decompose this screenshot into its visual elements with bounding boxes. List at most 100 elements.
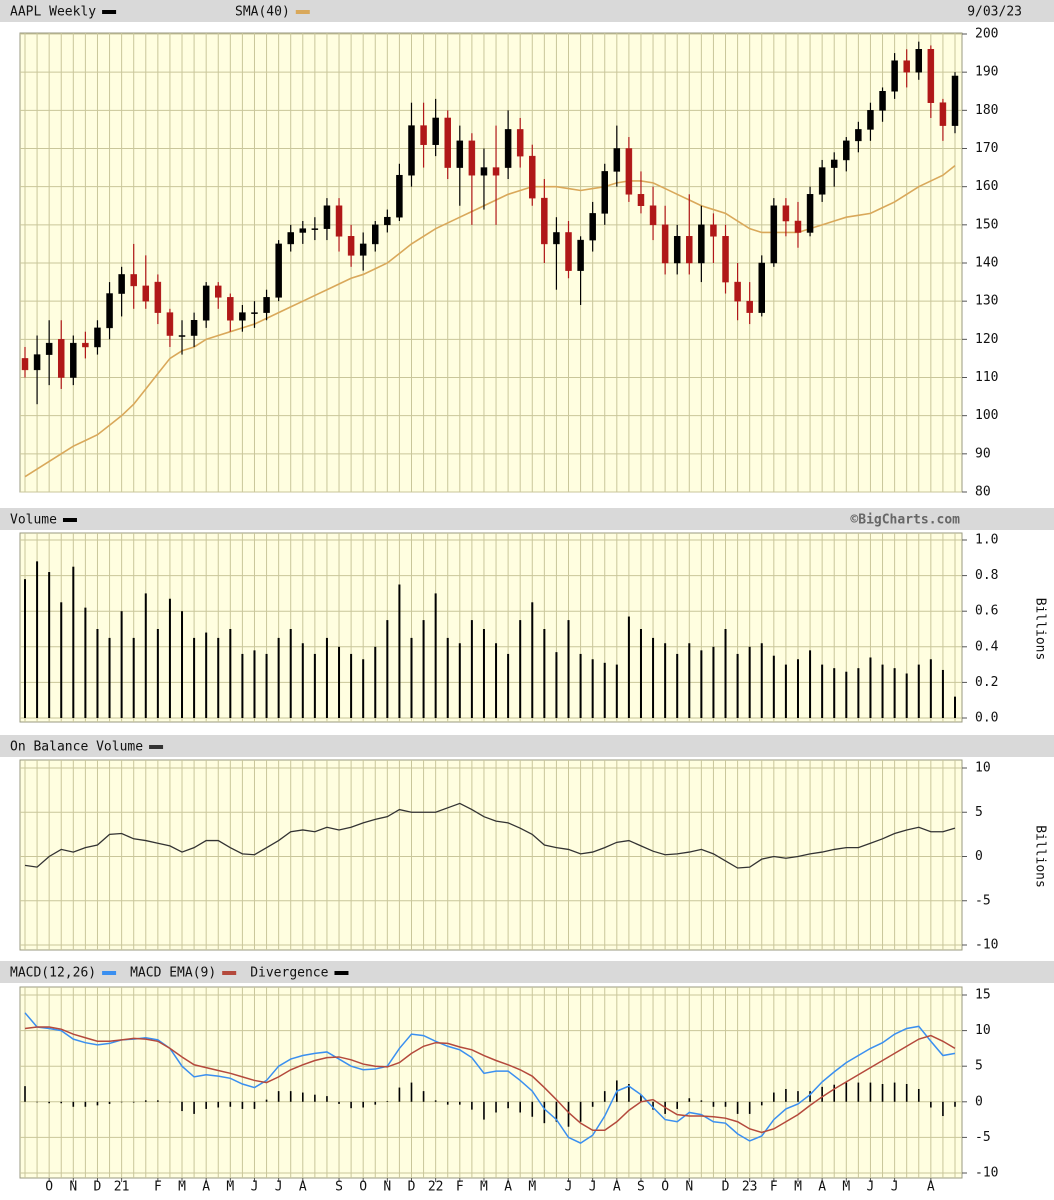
candle-body — [480, 167, 488, 176]
candle-body — [818, 167, 826, 195]
divergence-bar — [930, 1101, 932, 1108]
candle-body — [927, 49, 935, 103]
divergence-bar — [652, 1101, 654, 1110]
volume-bar — [857, 668, 860, 718]
volume-bar — [156, 629, 159, 718]
volume-bar — [362, 659, 365, 718]
volume-bar — [24, 579, 26, 718]
divergence-bar — [374, 1101, 377, 1105]
candle-body — [227, 297, 234, 321]
x-tick-label: M — [842, 1180, 850, 1195]
volume-bar — [676, 653, 679, 718]
x-tick-label: J — [565, 1180, 573, 1195]
candle-body — [951, 75, 959, 126]
panel-header — [0, 735, 1054, 757]
divergence-bar — [350, 1101, 352, 1109]
divergence-bar — [36, 1101, 38, 1103]
candle-body — [625, 148, 633, 195]
divergence-bar — [603, 1091, 606, 1102]
legend-swatch — [295, 10, 310, 14]
volume-bar — [929, 659, 932, 718]
volume-bar — [72, 566, 75, 718]
candle-body — [21, 358, 29, 371]
x-tick-label: N — [685, 1180, 693, 1195]
candle-body — [806, 194, 814, 233]
x-tick-label: O — [661, 1180, 669, 1195]
y-tick-label: 200 — [975, 27, 998, 42]
x-tick-label: F — [456, 1180, 464, 1195]
candle-body — [903, 60, 910, 73]
axis-label: Billions — [1033, 598, 1048, 661]
volume-bar — [845, 671, 848, 718]
volume-bar — [954, 696, 956, 718]
volume-bar — [422, 620, 425, 718]
divergence-bar — [265, 1099, 268, 1102]
volume-bar — [338, 646, 341, 718]
divergence-bar — [676, 1101, 679, 1109]
candle-body — [830, 159, 838, 168]
volume-bar — [700, 650, 703, 718]
divergence-bar — [205, 1101, 207, 1109]
divergence-bar — [688, 1098, 691, 1102]
candle-body — [70, 342, 77, 378]
panel-header — [0, 0, 1054, 22]
candle-body — [891, 60, 898, 92]
divergence-bar — [724, 1101, 727, 1107]
volume-bar — [434, 593, 437, 718]
y-tick-label: 5 — [975, 805, 983, 820]
divergence-bar — [434, 1100, 437, 1102]
divergence-bar — [543, 1101, 546, 1124]
divergence-bar — [700, 1100, 703, 1102]
volume-bar — [784, 664, 787, 718]
candle-body — [432, 117, 439, 145]
candle-body — [565, 232, 572, 271]
volume-bar — [144, 593, 147, 718]
legend-swatch — [334, 971, 349, 975]
candle-body — [915, 49, 923, 73]
candle-body — [178, 335, 186, 337]
x-tick-label: J — [275, 1180, 283, 1195]
y-tick-label: 15 — [975, 988, 991, 1003]
divergence-bar — [193, 1101, 195, 1114]
volume-bar — [482, 629, 485, 718]
y-tick-label: 10 — [975, 1023, 991, 1038]
divergence-bar — [229, 1101, 232, 1107]
legend-label: On Balance Volume — [10, 740, 143, 755]
divergence-bar — [760, 1101, 763, 1106]
x-tick-label: M — [794, 1180, 802, 1195]
volume-bar — [265, 653, 268, 718]
y-tick-label: 100 — [975, 408, 998, 423]
candle-body — [287, 232, 294, 245]
legend-swatch — [62, 518, 77, 522]
volume-bar — [507, 653, 510, 718]
y-tick-label: 90 — [975, 446, 991, 461]
divergence-bar — [60, 1101, 63, 1104]
volume-bar — [193, 637, 196, 718]
volume-bar — [253, 650, 256, 718]
legend-swatch — [222, 971, 237, 975]
y-tick-label: 150 — [975, 217, 998, 232]
y-tick-label: 0.2 — [975, 675, 998, 690]
volume-bar — [905, 673, 908, 718]
x-tick-label: D — [722, 1180, 730, 1195]
volume-bar — [809, 650, 812, 718]
candle-body — [529, 155, 536, 199]
volume-bar — [168, 598, 171, 718]
candle-body — [504, 129, 512, 168]
divergence-bar — [48, 1101, 50, 1104]
x-tick-label: J — [251, 1180, 259, 1195]
volume-bar — [917, 664, 920, 718]
y-tick-label: -5 — [975, 893, 991, 908]
volume-bar — [495, 643, 498, 718]
divergence-bar — [917, 1088, 920, 1102]
divergence-bar — [132, 1101, 135, 1103]
divergence-bar — [640, 1094, 642, 1102]
candle-body — [45, 342, 53, 355]
x-tick-label: A — [613, 1180, 621, 1195]
y-tick-label: 130 — [975, 294, 998, 309]
candle-body — [94, 327, 101, 348]
plot-area — [19, 532, 963, 723]
obv-line — [24, 802, 956, 869]
volume-bar — [446, 637, 449, 718]
candle-body — [492, 167, 500, 176]
